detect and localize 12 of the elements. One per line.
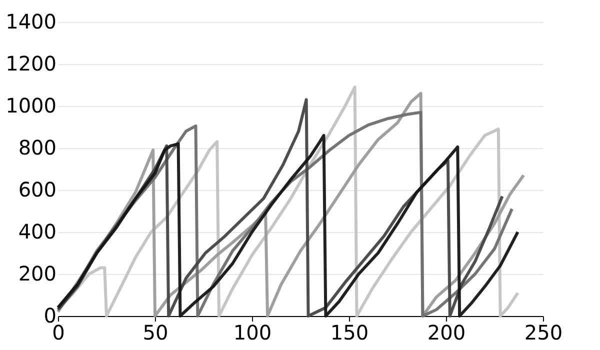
y-tick-label: 1000 [6,94,56,118]
x-tick-label: 100 [233,320,272,344]
y-tick-label: 600 [18,178,56,202]
x-tick-label: 50 [142,320,168,344]
y-tick-label: 800 [18,136,56,160]
y-tick-label: 1200 [6,52,56,76]
y-tick-label: 200 [18,262,56,286]
y-tick-label: 1400 [6,10,56,34]
x-tick-label: 250 [524,320,563,344]
x-tick-label: 150 [330,320,369,344]
x-tick-label: 200 [427,320,466,344]
y-tick-label: 400 [18,220,56,244]
